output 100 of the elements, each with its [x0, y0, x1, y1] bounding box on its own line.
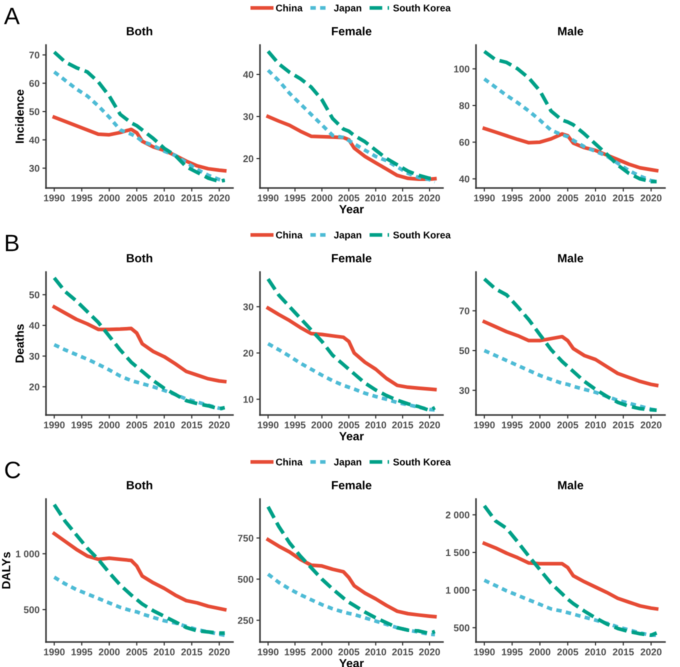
x-tick-label: 2000 — [98, 194, 120, 202]
line-series — [52, 532, 227, 612]
x-tick-label: 1995 — [72, 422, 92, 428]
text: A — [4, 8, 20, 24]
x-tick-label: 2000 — [311, 194, 332, 202]
y-tick-label: 70 — [29, 52, 40, 59]
x-tick-label: 2005 — [338, 648, 360, 656]
x-tick-label: 2000 — [529, 648, 550, 656]
line-series — [52, 276, 227, 411]
chart-title: Both — [126, 480, 152, 490]
x-tick-label: 2005 — [557, 648, 578, 656]
legend-label: Japan — [334, 4, 362, 14]
y-tick-label: 50 — [29, 291, 40, 298]
x-tick-label: 2010 — [365, 194, 386, 202]
chart-title: Male — [558, 26, 584, 36]
line-series — [266, 538, 437, 618]
y-tick-label: 500 — [24, 606, 40, 614]
line-series — [482, 504, 658, 638]
line-series — [266, 342, 437, 412]
x-axis-title: Year — [339, 205, 364, 214]
x-tick-label: 2015 — [612, 422, 634, 428]
y-tick-label: 100 — [454, 66, 470, 72]
x-tick-label: 2010 — [585, 422, 606, 428]
x-tick-label: 2005 — [126, 194, 148, 202]
x-tick-label: 2015 — [612, 194, 634, 202]
y-tick-label: 20 — [29, 384, 40, 390]
y-tick-label: 2 000 — [446, 512, 470, 518]
line-series — [52, 305, 227, 384]
x-tick-label: 2015 — [392, 422, 414, 428]
text: B — [6, 234, 18, 252]
x-axis-title: Year — [339, 659, 364, 667]
y-tick-label: 1 000 — [446, 586, 470, 594]
y-tick-label: 50 — [459, 347, 470, 354]
legend-label: Japan — [334, 458, 362, 468]
y-tick-label: 80 — [459, 102, 470, 110]
line-series — [52, 575, 227, 638]
y-tick-label: 20 — [243, 350, 254, 357]
y-tick-label: 10 — [244, 396, 254, 403]
x-tick-label: 2015 — [612, 648, 634, 656]
y-axis-title: Incidence — [15, 90, 24, 143]
x-tick-label: 2015 — [392, 194, 414, 202]
x-tick-label: 2000 — [98, 422, 120, 428]
y-axis-title: Deaths — [15, 324, 24, 362]
line-series — [52, 502, 227, 635]
y-tick-label: 40 — [243, 71, 254, 78]
x-tick-label: 2020 — [208, 422, 230, 428]
legend-label: China — [276, 4, 303, 12]
x-tick-label: 1995 — [72, 648, 92, 656]
y-tick-label: 60 — [459, 138, 470, 146]
x-tick-label: 2020 — [640, 194, 662, 202]
y-tick-label: 250 — [238, 617, 254, 624]
legend-label: South Korea — [393, 458, 451, 466]
y-tick-label: 30 — [459, 387, 470, 394]
x-tick-label: 2010 — [585, 194, 606, 202]
x-tick-label: 1995 — [284, 648, 306, 656]
y-tick-label: 1 500 — [446, 549, 470, 556]
x-axis-title: Year — [339, 432, 364, 440]
x-tick-label: 1990 — [474, 422, 495, 428]
x-tick-label: 1995 — [502, 422, 523, 428]
x-tick-label: 1995 — [502, 648, 523, 656]
y-tick-label: 500 — [238, 576, 254, 583]
line-series — [52, 70, 227, 183]
line-series — [266, 277, 437, 412]
legend-label: South Korea — [393, 4, 451, 12]
x-tick-label: 1995 — [284, 194, 306, 202]
legend-label: Japan — [334, 232, 362, 240]
x-tick-label: 1990 — [258, 422, 278, 428]
line-series — [52, 50, 227, 184]
chart-title: Both — [126, 254, 152, 262]
line-series — [482, 320, 658, 388]
x-tick-label: 2020 — [419, 194, 440, 202]
line-series — [482, 578, 658, 638]
x-tick-label: 2000 — [98, 648, 120, 656]
x-tick-label: 2020 — [640, 648, 662, 656]
x-tick-label: 2005 — [557, 422, 578, 428]
y-tick-label: 30 — [243, 113, 254, 120]
x-tick-label: 2005 — [338, 422, 360, 428]
chart-title: Male — [558, 254, 584, 262]
line-series — [482, 277, 658, 412]
line-series — [482, 50, 658, 184]
text: C — [5, 462, 20, 478]
x-tick-label: 2010 — [154, 194, 175, 202]
legend-label: China — [276, 231, 303, 238]
x-tick-label: 2020 — [419, 422, 440, 428]
y-tick-label: 30 — [29, 164, 40, 172]
y-tick-label: 50 — [29, 108, 40, 116]
x-tick-label: 2005 — [557, 194, 578, 202]
x-tick-label: 2015 — [181, 422, 202, 428]
x-tick-label: 1995 — [284, 422, 306, 428]
x-tick-label: 2000 — [311, 648, 332, 656]
x-tick-label: 2000 — [311, 422, 332, 428]
x-tick-label: 1990 — [44, 422, 65, 428]
y-axis-title: DALYs — [2, 552, 10, 589]
y-tick-label: 40 — [459, 176, 470, 182]
x-tick-label: 2020 — [419, 648, 440, 656]
line-series — [266, 68, 437, 184]
x-tick-label: 2000 — [529, 194, 550, 202]
y-tick-label: 30 — [29, 352, 40, 360]
x-tick-label: 1990 — [44, 194, 65, 202]
x-tick-label: 2020 — [640, 422, 662, 428]
